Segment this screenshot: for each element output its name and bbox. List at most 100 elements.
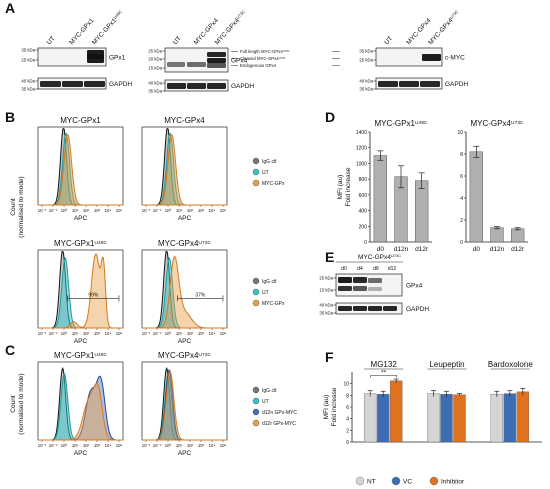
x-tick-label: 10² <box>83 443 90 448</box>
y-axis-label-sub: Fold increase <box>345 167 352 206</box>
x-tick-label: 10⁻² <box>142 331 151 336</box>
panel-letter-c: C <box>5 342 15 358</box>
histogram-title: MYC-GPx4 <box>164 116 205 125</box>
x-tick-label: 10⁻² <box>142 443 151 448</box>
blot-frame <box>335 273 403 297</box>
y-tick-label: 0 <box>460 240 463 246</box>
x-tick-label: 10¹ <box>176 443 183 448</box>
kda-marker: 20 kDa <box>148 57 162 62</box>
bar <box>490 227 504 243</box>
blot-frame <box>375 47 443 67</box>
bar-inhibitor <box>389 380 403 443</box>
legend-b-top: IgG ctl UT MYC-GPx <box>252 157 285 187</box>
legend-label: UT <box>262 290 269 296</box>
blot-band <box>399 81 419 87</box>
histogram-frame <box>141 126 228 206</box>
legend-swatch <box>252 386 260 394</box>
blot-row-c-myc <box>375 47 443 67</box>
y-axis-label: MFI (au) <box>323 395 330 420</box>
histogram-myc-gpx <box>142 133 227 206</box>
panel-letter-d: D <box>325 109 335 125</box>
x-tick-label: 10⁵ <box>116 331 123 336</box>
histogram-d12r <box>38 382 123 441</box>
legend-label: MYC-GPx <box>262 181 285 187</box>
y-axis-label: Count <box>10 395 17 413</box>
y-axis-label-sub: (normalised to mode) <box>18 176 25 237</box>
blot-band <box>338 277 352 283</box>
x-tick-label: 10² <box>83 208 90 213</box>
band-annotation: Endogenous GPx4 <box>231 63 340 68</box>
legend-label: IgG ctl <box>262 279 276 285</box>
bar-nt <box>490 393 504 443</box>
histogram-myc-gpx <box>142 255 227 329</box>
x-tick-label: 10⁰ <box>165 331 172 336</box>
blot-band <box>353 277 367 283</box>
x-axis-label: APC <box>74 215 88 222</box>
x-tick-label: 10⁰ <box>165 208 172 213</box>
lane-label: UT <box>172 35 183 46</box>
x-tick-label: 10⁵ <box>220 208 227 213</box>
legend-label: VC <box>403 479 412 486</box>
kda-marker: 25 kDa <box>21 58 35 63</box>
y-axis-label: Count <box>10 198 17 216</box>
bar-nt <box>363 393 377 443</box>
annotation-text: Cleaved MYC-GPx4U73C <box>240 56 286 61</box>
kda-marker: 35 kDa <box>319 311 333 316</box>
legend-swatch <box>429 476 439 486</box>
bar-inhibitor <box>516 391 530 443</box>
histogram-title: MYC-GPx1U49C <box>54 239 108 248</box>
kda-marker: 35 kDa <box>21 87 35 92</box>
y-tick-label: 2 <box>346 428 349 434</box>
histogram-title: MYC-GPx1 <box>60 116 101 125</box>
blot-band <box>338 306 352 311</box>
kda-marker: 15 kDa <box>148 66 162 71</box>
bar-vc <box>376 393 390 443</box>
bar-vc <box>503 393 517 443</box>
x-axis-label: APC <box>74 450 88 457</box>
annotation-text: Endogenous GPx4 <box>240 63 277 68</box>
kda-marker: 40 kDa <box>359 79 373 84</box>
x-tick-label: 10⁵ <box>220 443 227 448</box>
x-axis-label: APC <box>178 215 192 222</box>
x-axis-label: APC <box>178 450 192 457</box>
x-tick-label: 10⁴ <box>209 443 216 448</box>
y-tick-label: 0 <box>364 240 367 246</box>
blot-band <box>368 278 382 283</box>
panel-d-bar-charts: MYC-GPx1U49C 0 200 400 600 800 1000 1200 1400 d0 d… <box>337 119 528 253</box>
legend-label: d12r GPx-MYC <box>262 421 296 427</box>
lane-label: d12 <box>388 266 397 272</box>
bar-vc <box>440 393 453 443</box>
x-tick-label: 10¹ <box>176 208 183 213</box>
bar-chart-d-gpx4: MYC-GPx4U73C 0 2 4 6 8 10 d0 d12n d12r <box>457 119 528 253</box>
protein-label: GPx4 <box>406 283 423 290</box>
histogram-y-label: Count (normalised to mode) <box>10 176 25 237</box>
y-tick-label: 200 <box>359 224 368 230</box>
group-label: Bardoxolone <box>488 360 533 369</box>
legend-swatch <box>355 476 365 486</box>
x-tick-label: 10⁰ <box>165 443 172 448</box>
category-label: d12n <box>394 246 409 253</box>
histogram-myc-gpx <box>38 253 123 329</box>
y-axis-label: MFI (au) <box>337 175 344 200</box>
blot-band <box>187 62 206 67</box>
protein-label: GAPDH <box>109 81 132 88</box>
y-tick-label: 600 <box>359 193 368 199</box>
y-tick-label: 4 <box>346 417 349 423</box>
legend-swatch <box>391 476 401 486</box>
panel-letter-f: F <box>325 349 334 365</box>
blot-band <box>167 83 186 89</box>
blot-e-row-gapdh <box>335 302 403 315</box>
x-tick-label: 10³ <box>94 331 101 336</box>
group-label: Leupeptin <box>429 360 464 369</box>
panel-e-western-blot: MYC-GPx4U73C d0 d4 d8 d12 GPx4 25 kDa 15 kDa GAP… <box>319 253 429 315</box>
x-tick-label: 10⁻¹ <box>49 443 58 448</box>
blot-band <box>207 63 226 68</box>
histogram-c-2: MYC-GPx4U73C 10⁻² 10⁻¹ 10⁰ 10¹ 10² 10³ 10⁴ 10⁵ AP… <box>141 351 228 457</box>
legend-label: IgG ctl <box>262 159 276 165</box>
blot-row-gapdh <box>164 79 229 92</box>
blot-e-row-gpx4 <box>335 273 403 297</box>
bar-inhibitor <box>453 394 466 443</box>
band-annotation: Cleaved MYC-GPx4U73C <box>231 56 340 61</box>
